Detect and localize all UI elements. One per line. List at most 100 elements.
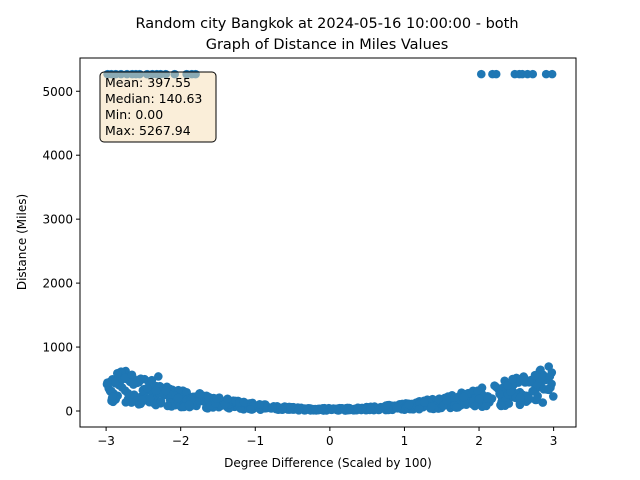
- scatter-point: [519, 374, 529, 384]
- scatter-point: [344, 403, 354, 413]
- scatter-point: [163, 401, 172, 411]
- scatter-point: [449, 393, 459, 402]
- scatter-point: [427, 402, 436, 411]
- scatter-points: [102, 69, 558, 415]
- stats-mean: Mean: 397.55: [105, 75, 191, 90]
- scatter-point: [129, 380, 138, 389]
- scatter-point: [212, 394, 221, 403]
- stats-box: Mean: 397.55 Median: 140.63 Min: 0.00 Ma…: [99, 71, 217, 143]
- scatter-point: [508, 374, 517, 384]
- scatter-point: [495, 389, 504, 399]
- scatter-point: [136, 374, 146, 383]
- scatter-point: [541, 69, 551, 79]
- scatter-point: [515, 393, 525, 402]
- scatter-point: [156, 397, 166, 406]
- scatter-point: [111, 376, 120, 386]
- x-tick-label: −3: [97, 434, 115, 448]
- scatter-point: [473, 386, 483, 395]
- scatter-point: [154, 372, 163, 381]
- scatter-point: [278, 405, 287, 415]
- scatter-point: [239, 397, 249, 407]
- scatter-point: [161, 386, 171, 396]
- x-axis-label: Degree Difference (Scaled by 100): [224, 456, 432, 470]
- scatter-point: [112, 368, 122, 378]
- scatter-point: [137, 395, 147, 405]
- scatter-point: [121, 398, 131, 407]
- scatter-point: [173, 393, 183, 403]
- y-tick-label: 1000: [42, 341, 73, 355]
- scatter-point: [452, 403, 461, 412]
- scatter-point: [268, 403, 277, 412]
- x-tick-label: −1: [246, 434, 264, 448]
- scatter-point: [491, 69, 501, 79]
- scatter-point: [533, 391, 542, 401]
- scatter-point: [286, 402, 296, 412]
- scatter-point: [496, 401, 506, 411]
- x-tick-label: −2: [172, 434, 190, 448]
- scatter-point: [311, 405, 320, 414]
- stats-box-background: [99, 71, 217, 143]
- scatter-point: [490, 381, 499, 390]
- scatter-point: [392, 403, 402, 413]
- x-tick-label: 3: [550, 434, 558, 448]
- scatter-point: [549, 392, 558, 401]
- scatter-point: [419, 398, 429, 407]
- scatter-point: [414, 404, 424, 414]
- scatter-point: [544, 385, 554, 395]
- chart-title-line1: Random city Bangkok at 2024-05-16 10:00:…: [135, 16, 518, 32]
- scatter-point: [184, 400, 194, 410]
- scatter-point: [530, 370, 540, 380]
- scatter-point: [481, 401, 491, 411]
- scatter-point: [117, 383, 127, 392]
- y-tick-label: 4000: [42, 149, 73, 163]
- scatter-point: [404, 400, 414, 410]
- scatter-point: [483, 394, 493, 403]
- scatter-point: [476, 69, 486, 79]
- scatter-point: [317, 404, 327, 414]
- scatter-point: [503, 381, 512, 390]
- scatter-point: [547, 69, 557, 79]
- scatter-point: [246, 404, 255, 414]
- scatter-point: [108, 392, 117, 402]
- scatter-point: [381, 401, 391, 410]
- scatter-point: [223, 394, 232, 404]
- scatter-point: [475, 394, 484, 404]
- scatter-point: [545, 372, 555, 381]
- stats-max: Max: 5267.94: [105, 123, 191, 138]
- x-tick-label: 1: [401, 434, 409, 448]
- scatter-point: [353, 403, 363, 413]
- scatter-point: [120, 373, 130, 382]
- chart-title-line2: Graph of Distance in Miles Values: [206, 37, 449, 53]
- y-tick-label: 5000: [42, 85, 73, 99]
- y-tick-label: 0: [65, 405, 73, 419]
- y-axis-label: Distance (Miles): [15, 194, 29, 290]
- scatter-point: [127, 370, 137, 380]
- scatter-point: [195, 389, 205, 399]
- scatter-point: [103, 378, 112, 387]
- scatter-point: [528, 69, 538, 79]
- x-tick-label: 2: [475, 434, 483, 448]
- x-axis: −3 −2 −1 0 1 2 3: [97, 427, 557, 448]
- y-axis: 0 1000 2000 3000 4000 5000: [42, 85, 80, 419]
- scatter-point: [442, 396, 451, 405]
- scatter-point: [123, 388, 133, 398]
- scatter-point: [302, 405, 312, 414]
- scatter-point: [366, 404, 376, 414]
- scatter-point: [524, 394, 534, 404]
- x-tick-label: 0: [326, 434, 334, 448]
- plot-area: [79, 57, 577, 428]
- stats-median: Median: 140.63: [105, 91, 202, 106]
- scatter-point: [145, 394, 155, 403]
- scatter-point: [538, 372, 547, 382]
- scatter-point: [151, 386, 161, 396]
- y-tick-label: 2000: [42, 277, 73, 291]
- scatter-point: [294, 405, 304, 415]
- scatter-point: [327, 405, 337, 414]
- scatter-point: [459, 392, 469, 402]
- y-tick-label: 3000: [42, 213, 73, 227]
- scatter-point: [255, 399, 264, 409]
- scatter-point: [470, 401, 480, 411]
- stats-min: Min: 0.00: [105, 107, 163, 122]
- scatter-point: [142, 383, 152, 393]
